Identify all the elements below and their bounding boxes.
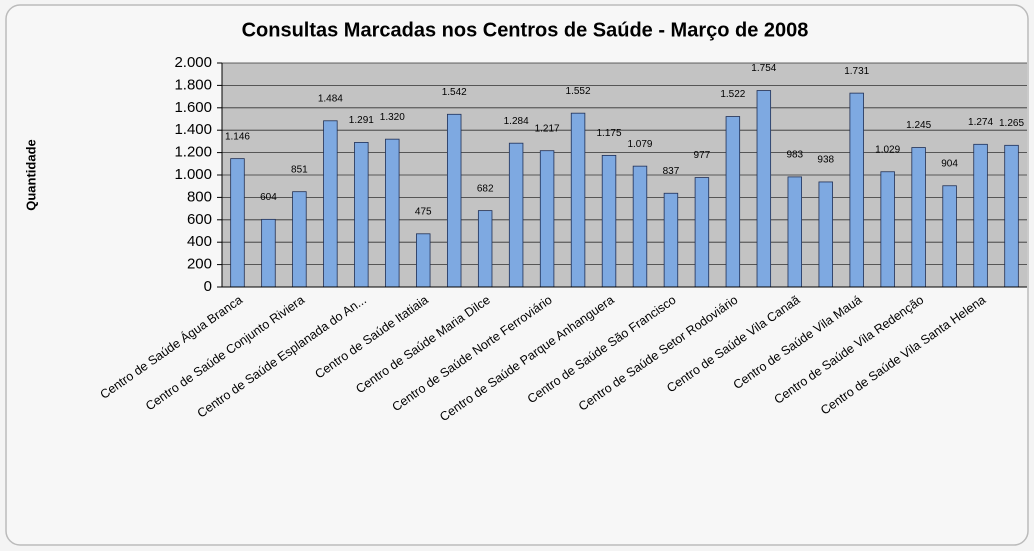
value-label: 475 <box>415 206 432 217</box>
value-label: 1.079 <box>627 139 652 150</box>
bar <box>849 92 864 288</box>
bar <box>694 177 710 288</box>
value-label: 1.175 <box>597 128 622 139</box>
y-tick-label: 600 <box>187 211 212 228</box>
bar <box>508 142 524 288</box>
bar <box>354 142 369 288</box>
value-label: 851 <box>291 164 308 175</box>
y-tick-label: 2.000 <box>174 54 212 71</box>
value-label: 938 <box>817 155 834 166</box>
bar <box>632 165 648 288</box>
y-tick-label: 200 <box>187 256 212 273</box>
value-label: 1.320 <box>380 112 405 123</box>
value-label: 1.274 <box>968 117 993 128</box>
y-tick-label: 1.200 <box>174 144 212 161</box>
bar <box>230 158 245 288</box>
y-tick-label: 800 <box>187 188 212 205</box>
y-tick-label: 1.400 <box>174 121 212 138</box>
y-tick-label: 1.800 <box>174 76 212 93</box>
bar <box>973 143 988 288</box>
value-label: 983 <box>786 150 803 161</box>
value-label: 1.484 <box>318 93 343 104</box>
value-label: 1.029 <box>875 144 900 155</box>
value-label: 1.146 <box>225 131 250 142</box>
value-label: 682 <box>477 183 494 194</box>
value-label: 1.284 <box>504 116 529 127</box>
value-label: 904 <box>941 158 958 169</box>
bar <box>663 192 679 288</box>
value-label: 837 <box>663 166 680 177</box>
value-label: 1.265 <box>999 118 1024 129</box>
y-tick-label: 1.600 <box>174 99 212 116</box>
bar <box>446 113 462 288</box>
bar <box>942 185 957 288</box>
bar <box>756 90 772 288</box>
bar <box>261 218 276 288</box>
bar <box>385 138 400 288</box>
chart-title: Consultas Marcadas nos Centros de Saúde … <box>242 19 809 41</box>
bar <box>323 120 338 288</box>
bar <box>292 191 307 288</box>
value-label: 1.754 <box>751 63 776 74</box>
value-label: 604 <box>260 192 277 203</box>
bar <box>539 150 555 288</box>
y-tick-label: 1.000 <box>174 166 212 183</box>
bar <box>570 112 586 288</box>
y-tick-label: 0 <box>204 278 212 295</box>
value-label: 1.291 <box>349 115 374 126</box>
value-label: 1.217 <box>535 123 560 134</box>
value-label: 1.522 <box>720 89 745 100</box>
y-axis-label: Quantidade <box>23 139 38 211</box>
bar <box>1004 144 1019 288</box>
value-label: 1.245 <box>906 120 931 131</box>
bar <box>416 233 431 288</box>
bar <box>601 154 617 288</box>
bar <box>911 147 926 288</box>
value-label: 1.731 <box>844 66 869 77</box>
bar <box>818 181 833 288</box>
y-tick-label: 400 <box>187 233 212 250</box>
bar <box>880 171 895 288</box>
bar <box>725 116 741 288</box>
value-label: 1.542 <box>442 87 467 98</box>
bar <box>787 176 803 288</box>
bar <box>477 210 493 288</box>
value-label: 977 <box>694 150 711 161</box>
value-label: 1.552 <box>566 86 591 97</box>
